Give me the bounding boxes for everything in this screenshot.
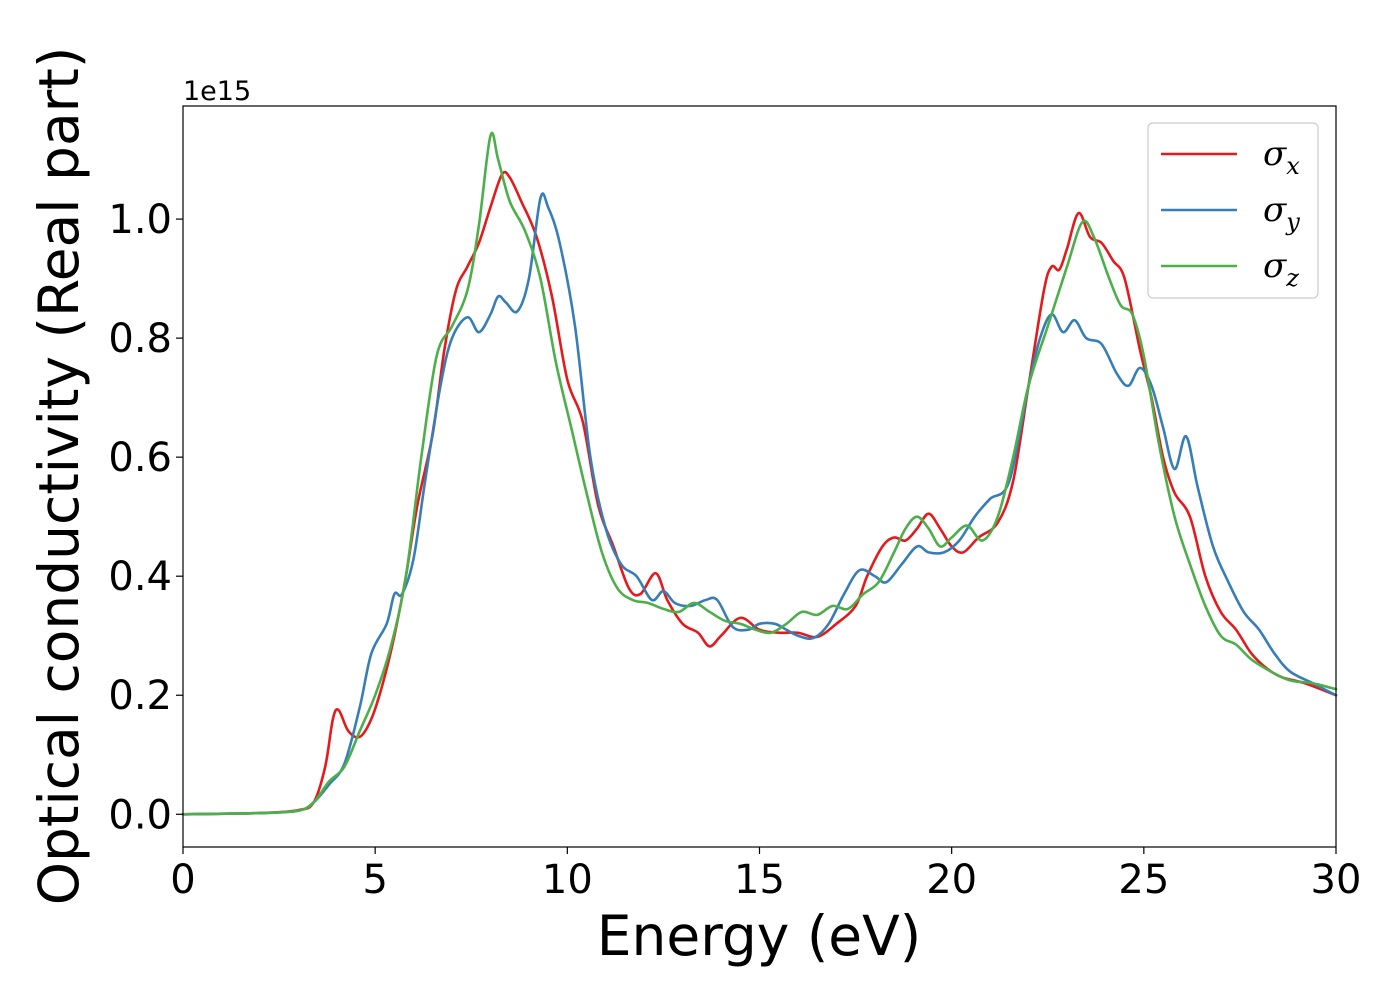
legend-label: σx xyxy=(1263,134,1300,180)
y-tick-label: 0.8 xyxy=(108,316,172,362)
y-tick-label: 0.4 xyxy=(108,554,172,600)
x-tick-label: 20 xyxy=(926,857,977,903)
y-tick-label: 1.0 xyxy=(108,197,172,243)
y-tick-label: 0.0 xyxy=(108,792,172,838)
y-tick-label: 0.2 xyxy=(108,673,172,719)
x-axis-label: Energy (eV) xyxy=(597,904,921,968)
series-layer xyxy=(181,131,1338,816)
y-tick-label: 0.6 xyxy=(108,435,172,481)
y-axis-label: Optical conductivity (Real part) xyxy=(27,47,91,906)
legend: σx σy σz xyxy=(1147,122,1319,299)
series-line-x xyxy=(181,170,1338,816)
y-axis-offset-label: 1e15 xyxy=(183,76,251,107)
x-tick-label: 5 xyxy=(362,857,387,903)
x-tick-label: 10 xyxy=(542,857,593,903)
y-axis: 0.0 0.2 0.4 0.6 0.8 1.0 xyxy=(108,197,183,838)
x-axis: 0 5 10 15 20 25 30 xyxy=(170,847,1361,903)
legend-label: σz xyxy=(1263,246,1299,292)
x-tick-label: 25 xyxy=(1118,857,1169,903)
legend-label: σy xyxy=(1263,190,1300,236)
series-line-z xyxy=(181,131,1338,816)
x-tick-label: 30 xyxy=(1311,857,1362,903)
x-tick-label: 15 xyxy=(734,857,785,903)
series-line-y xyxy=(181,192,1338,816)
x-tick-label: 0 xyxy=(170,857,195,903)
